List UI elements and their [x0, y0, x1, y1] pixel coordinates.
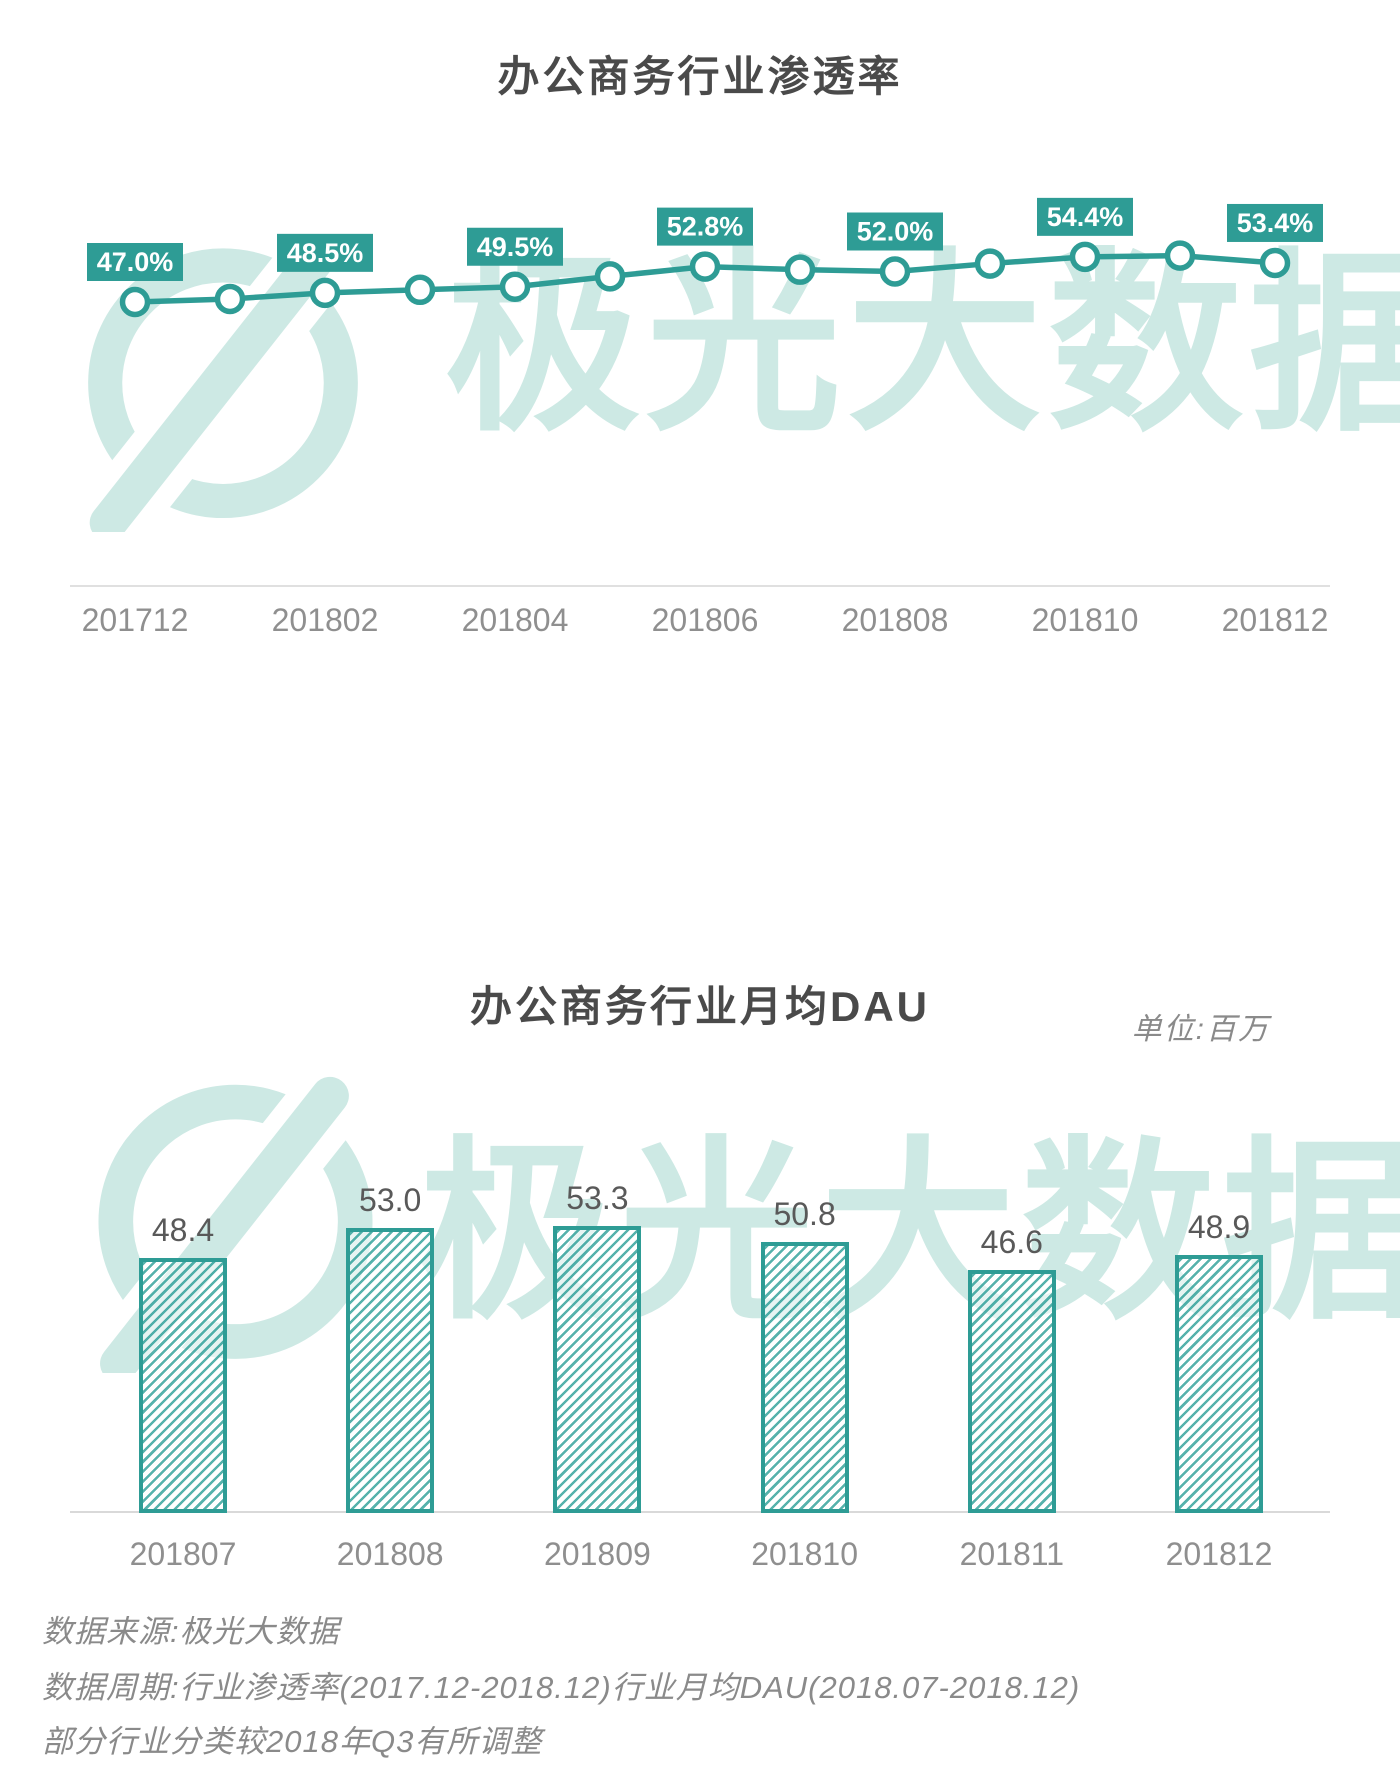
value-badge-text: 49.5% — [477, 232, 554, 262]
value-badge-text: 52.8% — [667, 212, 744, 242]
line-point — [119, 286, 151, 318]
bar-value-label: 46.6 — [980, 1224, 1043, 1260]
bar — [346, 1228, 435, 1513]
dau-chart-title: 办公商务行业月均DAU — [470, 982, 930, 1030]
bar-x-tick-label: 201807 — [129, 1536, 237, 1572]
line-point — [689, 251, 721, 282]
line-point — [784, 254, 816, 285]
bar — [139, 1258, 227, 1513]
unit-label: 单位:百万 — [1131, 1013, 1270, 1046]
value-badge — [657, 207, 753, 246]
bar-value-label: 48.4 — [151, 1212, 215, 1248]
bar-value-label: 50.8 — [773, 1196, 836, 1232]
bar-x-tick-label: 201809 — [544, 1536, 651, 1572]
value-badge — [1227, 203, 1323, 242]
x-tick-label: 201812 — [1221, 602, 1329, 638]
value-badge — [847, 212, 943, 251]
line-point — [974, 248, 1006, 279]
value-badge — [1037, 197, 1133, 236]
x-tick-label: 201806 — [651, 602, 759, 638]
bar — [553, 1226, 642, 1513]
x-tick-label: 201808 — [841, 602, 949, 638]
bar-x-tick-label: 201810 — [751, 1536, 858, 1572]
x-tick-label: 201802 — [271, 602, 379, 638]
bar-value-label: 53.3 — [566, 1180, 629, 1216]
value-badge-text: 47.0% — [97, 247, 174, 277]
line-point — [1069, 241, 1101, 273]
line-point — [879, 256, 911, 287]
line-point — [1259, 247, 1291, 279]
value-badge-text: 52.0% — [857, 217, 934, 247]
penetration-line-chart: 47.0% 48.5% 49.5% 52.8% 52.0% 54.4% 53.4% — [87, 197, 1323, 318]
line-chart-x-axis — [70, 585, 1330, 587]
footer-line-source: 数据来源:极光大数据 — [42, 1614, 340, 1649]
bar-value-label: 48.9 — [1187, 1209, 1251, 1245]
value-badge-text: 53.4% — [1237, 208, 1314, 238]
value-badge-text: 54.4% — [1047, 202, 1124, 232]
line-point — [1164, 240, 1196, 271]
bar-x-tick-label: 201812 — [1165, 1536, 1273, 1572]
line-point — [309, 277, 341, 309]
x-tick-label: 201804 — [461, 602, 569, 638]
jiguang-logo-icon — [88, 223, 358, 532]
x-tick-label: 201712 — [81, 602, 189, 638]
value-badge — [87, 243, 183, 281]
footer-line-period: 数据周期:行业渗透率(2017.12-2018.12)行业月均DAU(2018.… — [42, 1670, 1081, 1705]
bar-value-label: 53.0 — [359, 1182, 422, 1218]
line-point — [404, 274, 436, 306]
penetration-chart-title: 办公商务行业渗透率 — [497, 52, 903, 100]
x-tick-label: 201810 — [1031, 602, 1139, 638]
value-badge — [467, 227, 563, 266]
bar-chart-x-axis — [70, 1511, 1330, 1513]
line-point — [214, 283, 246, 315]
line-point — [594, 261, 626, 292]
footer-line-note: 部分行业分类较2018年Q3有所调整 — [42, 1724, 543, 1759]
bar — [967, 1270, 1056, 1513]
line-point — [499, 271, 531, 302]
bar-x-tick-label: 201808 — [336, 1536, 444, 1572]
value-badge — [277, 233, 373, 272]
bar — [1175, 1255, 1263, 1513]
bar — [760, 1242, 849, 1513]
bar-x-tick-label: 201811 — [959, 1536, 1064, 1572]
value-badge-text: 48.5% — [287, 238, 364, 268]
